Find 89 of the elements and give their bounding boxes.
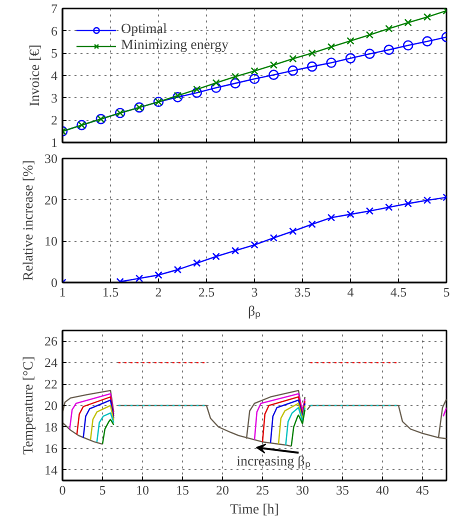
- point: [231, 246, 240, 255]
- y-tick-label: 14: [44, 462, 58, 478]
- point: [192, 88, 202, 98]
- point: [306, 61, 318, 72]
- point: [423, 13, 432, 21]
- y-axis-title: Temperature [°C]: [22, 356, 36, 455]
- point: [404, 200, 412, 208]
- point: [385, 203, 393, 212]
- point: [135, 274, 144, 282]
- y-tick-label: 3: [51, 90, 58, 106]
- point: [174, 266, 182, 274]
- x-tick-label: 4.5: [390, 284, 407, 300]
- point: [231, 72, 240, 80]
- y-tick-label: 26: [44, 334, 58, 349]
- legend-label: Minimizing energy: [121, 38, 228, 54]
- y-tick-label: 1: [51, 135, 58, 150]
- point: [250, 67, 258, 75]
- y-axis-title: Relative increase [%]: [22, 160, 36, 281]
- x-tick-label: 30: [296, 482, 309, 498]
- x-tick-label: 5: [443, 284, 450, 300]
- point: [346, 210, 354, 218]
- y-tick-label: 18: [44, 419, 58, 434]
- point: [423, 196, 432, 204]
- point: [268, 70, 279, 80]
- line-series: [262, 396, 306, 443]
- point: [249, 74, 260, 84]
- point: [308, 220, 316, 228]
- point: [308, 49, 316, 57]
- point: [366, 31, 374, 39]
- x-axis-title: Time [h]: [230, 502, 279, 518]
- point: [326, 58, 336, 68]
- x-tick-label: 45: [416, 482, 429, 498]
- y-tick-label: 24: [44, 355, 58, 370]
- x-tick-label: 25: [256, 482, 269, 498]
- point: [385, 24, 393, 32]
- point: [346, 37, 354, 45]
- point: [212, 252, 220, 260]
- annotation: increasing βₚ: [236, 454, 311, 470]
- x-tick-label: 1.5: [102, 284, 119, 300]
- point: [154, 271, 162, 279]
- line-series: [76, 396, 114, 436]
- x-tick-label: 15: [176, 482, 189, 498]
- x-tick-label: 40: [376, 482, 389, 498]
- y-tick-label: 6: [51, 23, 58, 38]
- x-tick-label: 2: [155, 284, 162, 300]
- point: [193, 259, 201, 267]
- y-tick-label: 10: [44, 234, 58, 249]
- y-tick-label: 30: [44, 151, 58, 166]
- x-tick-label: 35: [336, 482, 349, 498]
- y-tick-label: 7: [51, 1, 58, 16]
- point: [174, 92, 182, 100]
- y-tick-label: 0: [51, 275, 58, 290]
- point: [327, 43, 336, 51]
- point: [270, 234, 278, 242]
- y-tick-label: 4: [51, 68, 58, 83]
- y-tick-label: 5: [51, 46, 58, 61]
- x-tick-label: 10: [136, 482, 149, 498]
- x-tick-label: 2.5: [198, 284, 215, 300]
- point: [345, 53, 356, 64]
- point: [364, 48, 375, 59]
- y-tick-label: 2: [51, 112, 58, 128]
- x-tick-label: 3.5: [294, 284, 311, 300]
- x-tick-label: 5: [99, 482, 106, 498]
- point: [366, 207, 374, 215]
- point: [289, 54, 297, 63]
- point: [404, 18, 412, 26]
- point: [250, 241, 258, 249]
- point: [384, 44, 394, 55]
- legend-label: Optimal: [121, 22, 167, 38]
- point: [230, 78, 240, 88]
- point: [327, 214, 336, 222]
- point: [172, 92, 183, 102]
- x-axis-title: βₚ: [248, 304, 262, 320]
- point: [270, 61, 278, 69]
- y-tick-label: 22: [44, 376, 58, 392]
- y-tick-label: 16: [44, 440, 58, 456]
- point: [402, 40, 414, 50]
- point: [288, 65, 298, 76]
- y-tick-label: 20: [44, 398, 58, 413]
- y-axis-title: Invoice [€]: [28, 44, 43, 106]
- point: [212, 79, 220, 87]
- point: [422, 36, 432, 46]
- x-tick-label: 20: [216, 482, 229, 498]
- point: [210, 82, 222, 93]
- point: [193, 86, 201, 94]
- y-tick-label: 20: [44, 192, 58, 208]
- x-tick-label: 3: [251, 284, 258, 300]
- x-tick-label: 4: [347, 284, 354, 300]
- point: [289, 227, 297, 236]
